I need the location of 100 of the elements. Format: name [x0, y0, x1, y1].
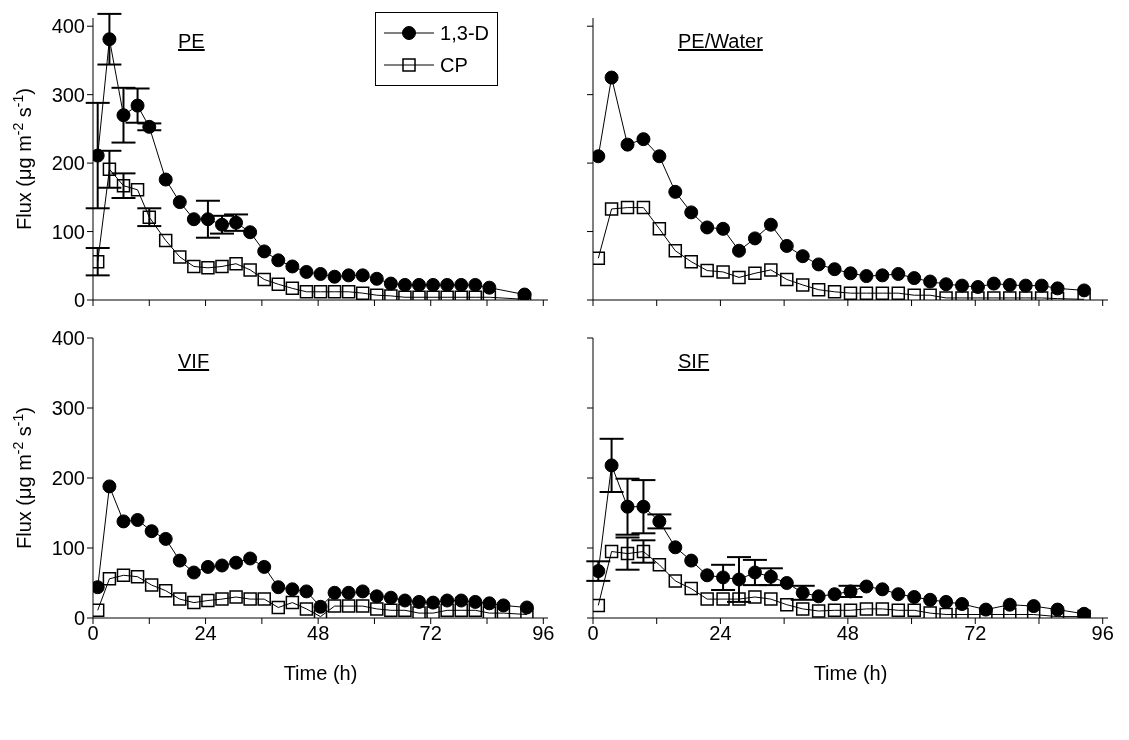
point: [285, 582, 300, 597]
point: [327, 269, 342, 284]
point: [747, 231, 762, 246]
point: [593, 564, 606, 579]
point: [700, 592, 714, 606]
point: [827, 587, 842, 602]
point: [620, 499, 635, 514]
point: [383, 590, 398, 605]
x-tick-label: 24: [709, 622, 732, 645]
point: [795, 602, 810, 616]
point: [875, 286, 890, 300]
point: [859, 602, 874, 616]
point: [257, 559, 272, 574]
point: [859, 579, 874, 594]
point: [102, 479, 117, 494]
y-tick-label: 300: [51, 397, 85, 420]
point: [875, 582, 890, 597]
y-tick-label: 100: [51, 537, 85, 560]
point: [200, 212, 215, 227]
point: [700, 220, 715, 235]
point: [158, 233, 173, 248]
point: [700, 568, 715, 583]
point: [652, 558, 667, 572]
point: [299, 602, 314, 616]
point: [271, 580, 286, 595]
point: [142, 119, 157, 134]
x-axis-title: Time (h): [283, 662, 358, 684]
point: [763, 217, 778, 232]
point: [369, 271, 384, 286]
point: [843, 584, 858, 599]
point: [454, 593, 469, 608]
point: [668, 574, 683, 588]
y-tick-label: 0: [73, 289, 85, 312]
point: [684, 553, 699, 568]
point: [955, 597, 969, 611]
point: [652, 514, 667, 529]
legend-label: CP: [440, 53, 468, 77]
point: [668, 184, 683, 199]
point: [355, 599, 370, 613]
point: [200, 559, 215, 574]
point: [811, 282, 826, 297]
point: [285, 595, 300, 610]
point: [285, 259, 300, 274]
point: [116, 514, 131, 529]
point: [130, 98, 145, 113]
y-tick-label: 400: [51, 327, 85, 350]
y-tick-label: 0: [73, 607, 85, 630]
point: [172, 195, 187, 210]
point: [201, 593, 215, 608]
point: [979, 607, 993, 618]
point: [684, 254, 698, 269]
point: [620, 137, 635, 152]
point: [257, 592, 271, 606]
point: [370, 602, 384, 616]
point: [341, 599, 356, 613]
point: [859, 269, 874, 284]
point: [271, 600, 286, 615]
point: [186, 565, 201, 580]
point: [341, 585, 356, 600]
point: [939, 607, 953, 618]
point: [327, 585, 342, 600]
point: [397, 277, 412, 292]
y-tick-label: 300: [51, 83, 85, 106]
point: [271, 277, 286, 292]
point: [102, 32, 117, 47]
point: [716, 570, 731, 585]
point: [636, 499, 651, 514]
point: [1050, 281, 1065, 296]
point: [1077, 283, 1092, 298]
point: [939, 594, 954, 609]
point: [652, 149, 667, 164]
point: [271, 253, 286, 268]
point: [907, 603, 921, 618]
point: [620, 200, 635, 215]
point: [482, 280, 497, 295]
point: [604, 544, 619, 559]
point: [158, 531, 173, 546]
point: [116, 178, 131, 193]
point: [327, 285, 342, 299]
point: [843, 286, 858, 300]
point: [795, 278, 810, 292]
text: PE/Water: [678, 30, 763, 53]
point: [313, 285, 328, 299]
point: [668, 540, 683, 555]
point: [257, 244, 272, 259]
point: [93, 603, 105, 618]
point: [327, 599, 342, 613]
x-tick-label: 96: [532, 622, 555, 645]
point: [285, 281, 300, 296]
point: [468, 277, 483, 292]
point: [454, 277, 469, 292]
point: [732, 270, 746, 285]
point: [652, 222, 667, 236]
point: [1002, 277, 1017, 292]
point: [229, 590, 243, 604]
point: [187, 595, 201, 610]
point: [604, 458, 619, 473]
point: [923, 592, 938, 607]
point: [891, 587, 906, 602]
point: [827, 285, 842, 299]
